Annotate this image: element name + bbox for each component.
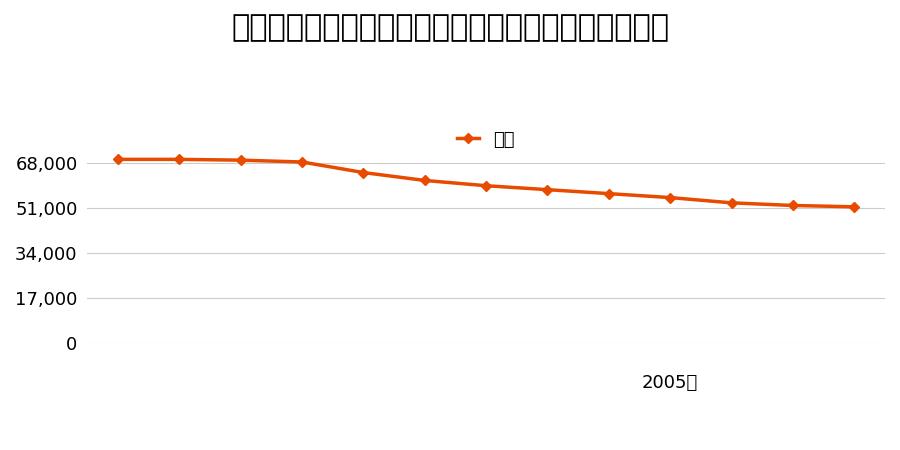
価格 — [542, 187, 553, 192]
価格 — [726, 200, 737, 206]
Legend: 価格: 価格 — [450, 124, 522, 157]
価格 — [849, 204, 859, 210]
価格 — [603, 191, 614, 196]
価格 — [112, 157, 123, 162]
Text: 2005年: 2005年 — [642, 374, 698, 392]
価格 — [419, 178, 430, 183]
価格 — [665, 195, 676, 200]
価格 — [788, 203, 798, 208]
価格 — [297, 159, 308, 165]
価格 — [174, 157, 184, 162]
Line: 価格: 価格 — [114, 156, 858, 210]
価格 — [481, 183, 491, 189]
価格 — [235, 158, 246, 163]
Text: 宮城県仙台市宮城野区岩切字畑中５番１４の地価推移: 宮城県仙台市宮城野区岩切字畑中５番１４の地価推移 — [231, 14, 669, 42]
価格 — [358, 170, 369, 175]
